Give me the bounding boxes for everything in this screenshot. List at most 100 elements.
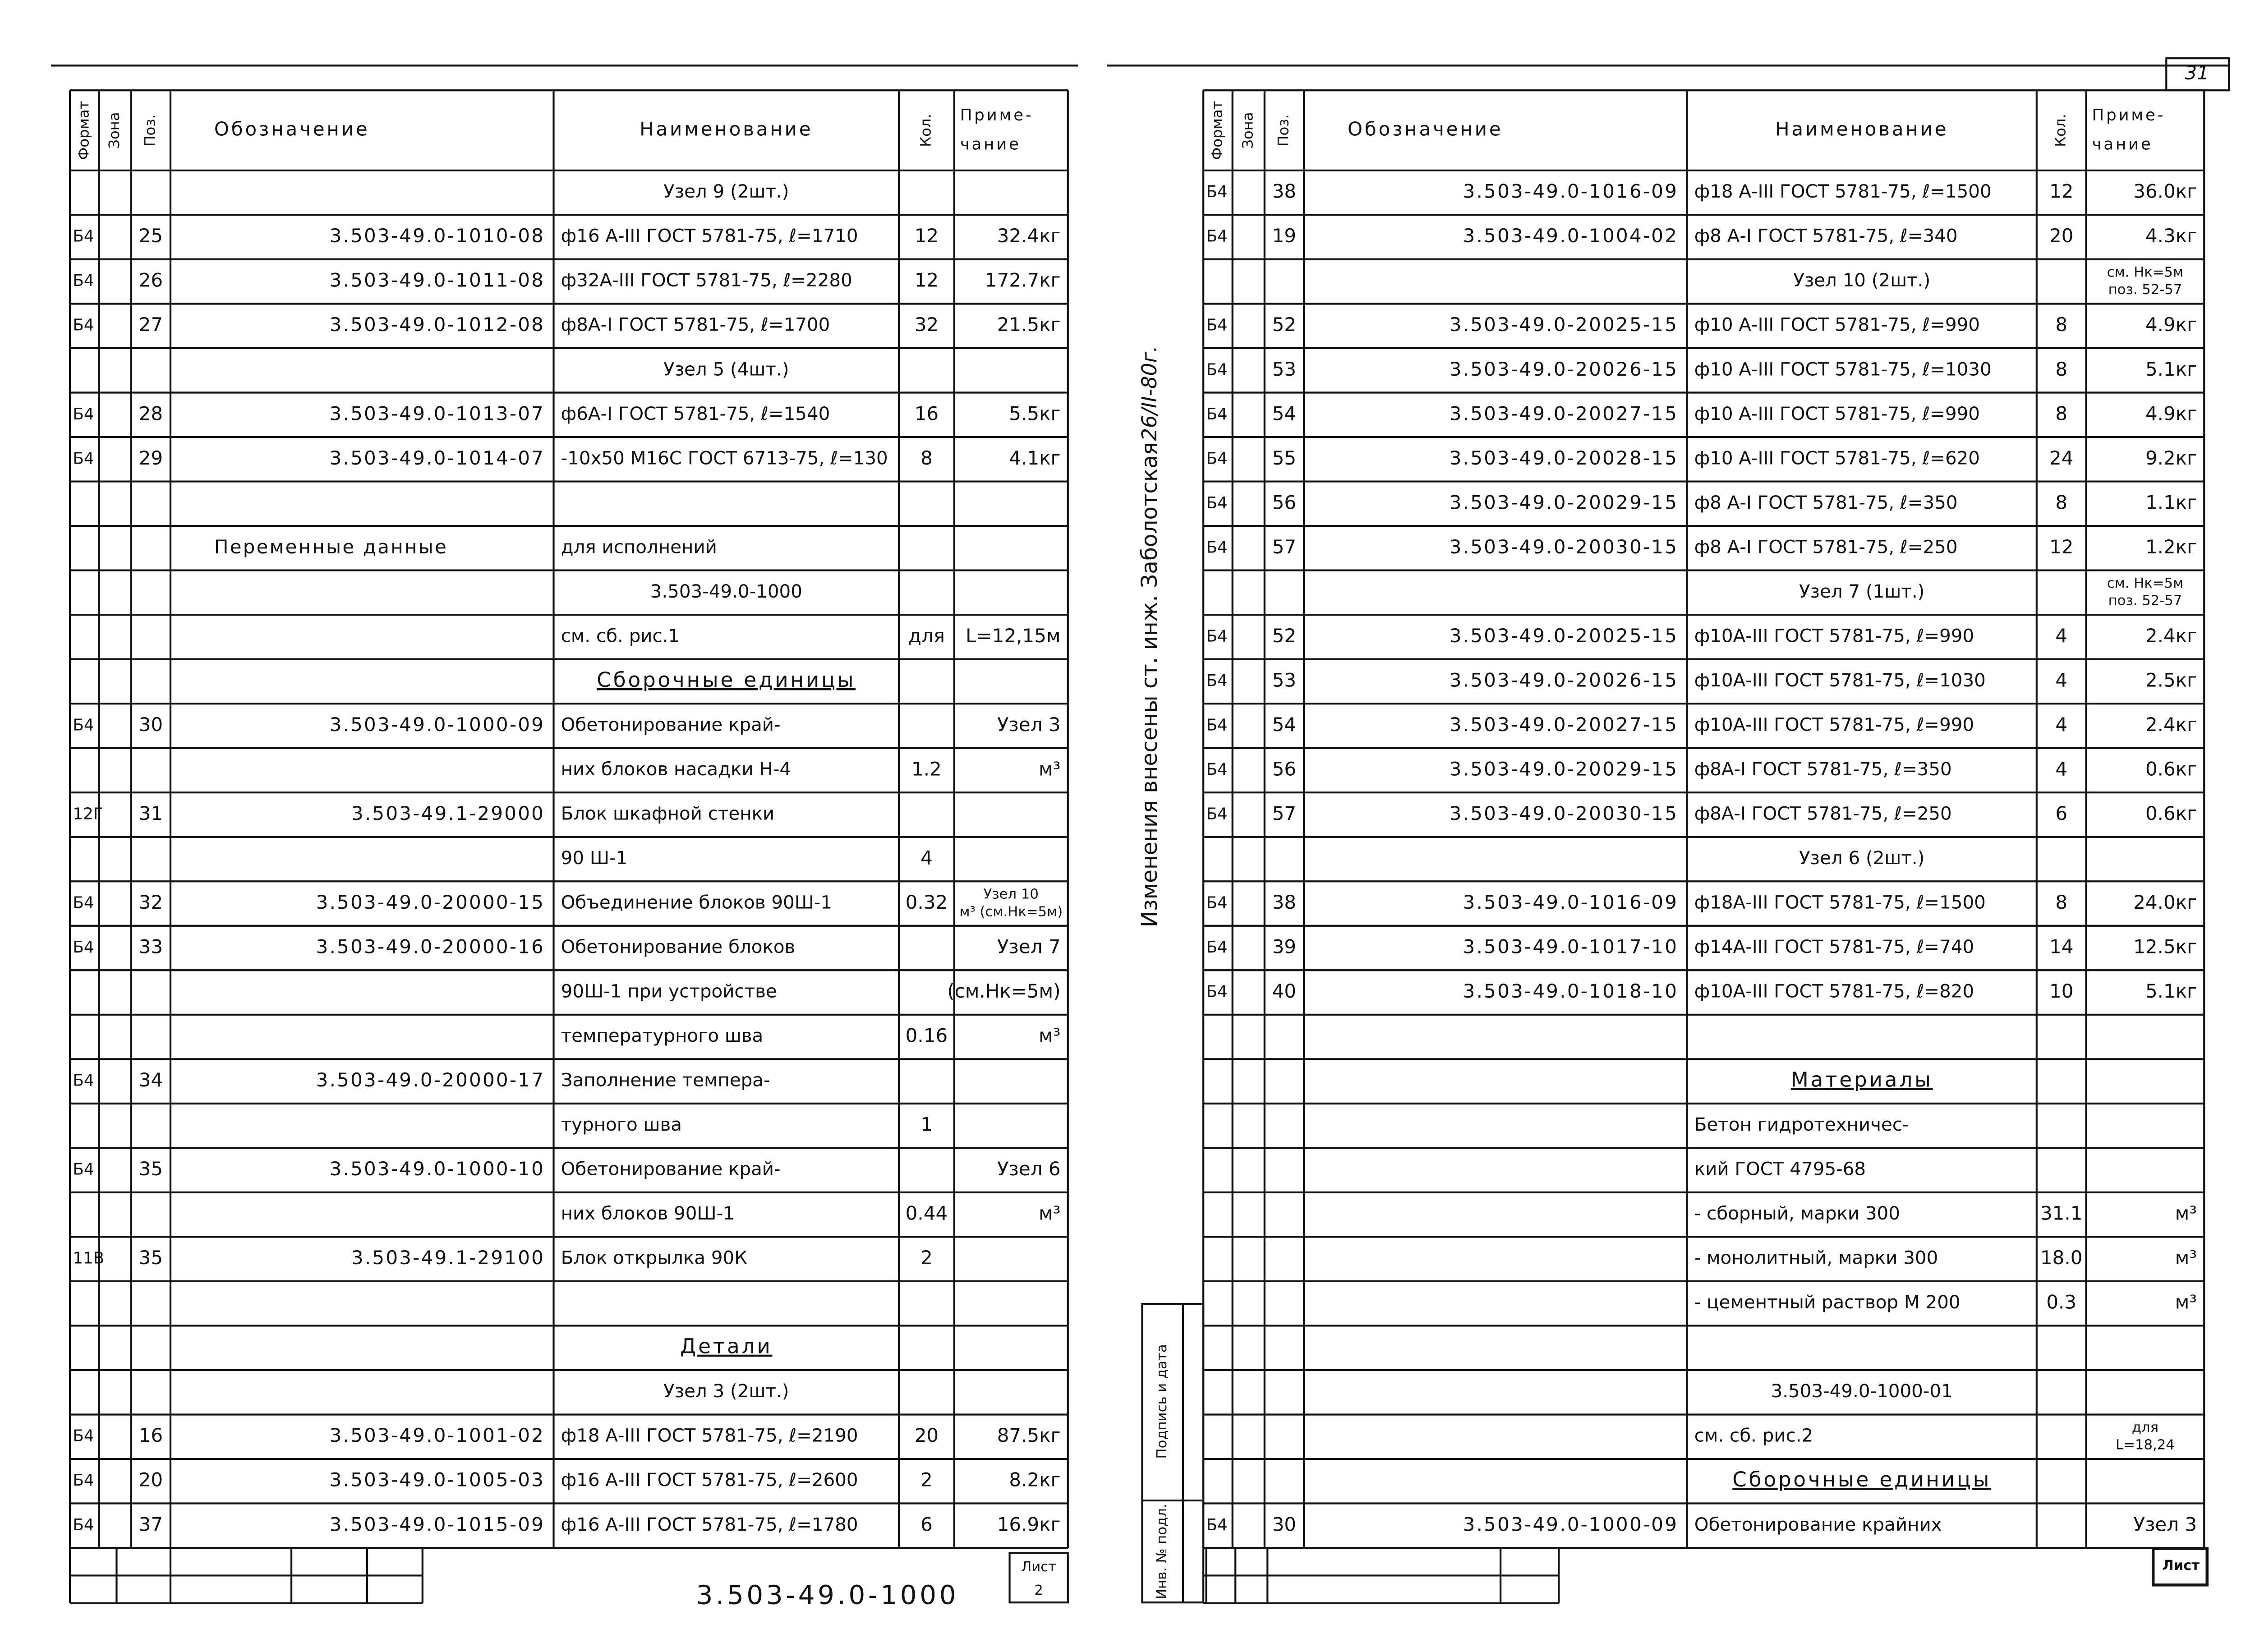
cell-text: 3.503-49.0-20027-15 — [1450, 402, 1678, 424]
cell-text: Сборочные единицы — [1732, 1468, 1991, 1491]
cell-text: Б4 — [1206, 1516, 1228, 1534]
sheet-label: Лист — [1021, 1559, 1056, 1575]
cell-text: ф10 А-III ГОСТ 5781-75, ℓ=990 — [1694, 403, 1980, 424]
cell-text: 3.503-49.0-1000-09 — [330, 713, 545, 736]
cell-text: Б4 — [73, 894, 94, 912]
cell-text: 12 — [2049, 536, 2073, 558]
header-label: чание — [2092, 135, 2153, 153]
cell-text: Сборочные единицы — [597, 668, 856, 692]
cell-text: см. Нк=5м — [2107, 575, 2183, 591]
cell-text: 20 — [915, 1424, 939, 1446]
cell-text: 5.1кг — [2145, 358, 2197, 380]
cell-text: 8 — [2055, 402, 2067, 424]
cell-text: 39 — [1272, 936, 1296, 958]
cell-text: 3.503-49.0-1016-09 — [1463, 891, 1679, 913]
cell-text: 3.503-49.0-1017-10 — [1463, 936, 1679, 958]
cell-text: Б4 — [73, 716, 94, 734]
cell-text: Узел 6 (2шт.) — [1799, 847, 1924, 869]
cell-text: 36.0кг — [2133, 180, 2197, 202]
cell-text: 0.44 — [906, 1202, 948, 1224]
cell-text: Б4 — [1206, 983, 1228, 1001]
cell-text: 4 — [2055, 758, 2067, 780]
cell-text: 4 — [2055, 625, 2067, 647]
cell-text: Б4 — [73, 1427, 94, 1445]
cell-text: 87.5кг — [997, 1424, 1061, 1446]
cell-text: м³ — [1039, 758, 1061, 780]
cell-text: ф8А-I ГОСТ 5781-75, ℓ=350 — [1694, 759, 1952, 780]
cell-text: 19 — [1272, 225, 1296, 247]
cell-text: Узел 3 — [2133, 1513, 2197, 1535]
cell-text: Узел 10 (2шт.) — [1793, 270, 1930, 291]
cell-text: 4.1кг — [1009, 447, 1060, 469]
cell-text: Б4 — [73, 227, 94, 246]
page-number: 31 — [2185, 62, 2209, 84]
cell-text: 2.5кг — [2145, 669, 2197, 691]
cell-text: - цементный раствор М 200 — [1694, 1292, 1960, 1313]
cell-text: Б4 — [1206, 894, 1228, 912]
header-label: Кол. — [917, 114, 934, 147]
cell-text: 8 — [2055, 313, 2067, 336]
header-label: Обозначение — [214, 118, 370, 140]
cell-text: для исполнений — [561, 536, 717, 557]
header-label: Кол. — [2052, 114, 2069, 147]
cell-text: 12.5кг — [2133, 936, 2197, 958]
cell-text: 24 — [2049, 447, 2073, 469]
cell-text: м³ — [2175, 1202, 2197, 1224]
cell-text: 1.1кг — [2145, 491, 2197, 513]
cell-text: 1 — [920, 1114, 933, 1136]
cell-text: 3.503-49.0-20000-16 — [316, 936, 545, 958]
cell-text: 53 — [1272, 669, 1296, 691]
cell-text: 4.3кг — [2145, 225, 2197, 247]
cell-text: 1.2кг — [2145, 536, 2197, 558]
cell-text: 6 — [2055, 802, 2067, 824]
header-label: Наименование — [640, 118, 813, 140]
cell-text: ф32А-III ГОСТ 5781-75, ℓ=2280 — [561, 270, 852, 291]
cell-text: 38 — [1272, 891, 1296, 913]
header-label: Поз. — [1275, 114, 1292, 147]
cell-text: Обетонирование блоков — [561, 936, 796, 957]
cell-text: 3.503-49.0-1014-07 — [330, 447, 545, 469]
cell-text: 33 — [139, 936, 163, 958]
cell-text: кий ГОСТ 4795-68 — [1694, 1159, 1866, 1180]
cell-text: температурного шва — [561, 1025, 764, 1046]
cell-text: - сборный, марки 300 — [1694, 1203, 1900, 1224]
cell-text: см. сб. рис.1 — [561, 625, 680, 646]
cell-text: 53 — [1272, 358, 1296, 380]
cell-text: 18.0 — [2040, 1247, 2082, 1269]
cell-text: м³ — [1039, 1202, 1061, 1224]
cell-text: - монолитный, марки 300 — [1694, 1247, 1938, 1269]
cell-text: м³ — [2175, 1247, 2197, 1269]
cell-text: 24.0кг — [2133, 891, 2197, 913]
cell-text: 26 — [139, 269, 163, 291]
cell-text: поз. 52-57 — [2108, 282, 2182, 298]
cell-text: 57 — [1272, 802, 1296, 824]
cell-text: Б4 — [1206, 805, 1228, 823]
sheet-box — [1008, 1552, 1069, 1604]
cell-text: 9.2кг — [2145, 447, 2197, 469]
cell-text: 55 — [1272, 447, 1296, 469]
cell-text: 8 — [920, 447, 933, 469]
cell-text: м³ — [2175, 1291, 2197, 1313]
cell-text: 14 — [2049, 936, 2073, 958]
cell-text: 3.503-49.0-20029-15 — [1450, 758, 1678, 780]
cell-text: 3.503-49.0-1001-02 — [330, 1424, 545, 1446]
cell-text: 32.4кг — [997, 225, 1061, 247]
cell-text: 0.3 — [2046, 1291, 2076, 1313]
stamp-designation: 3.503-49.0-1000 — [696, 1579, 959, 1610]
cell-text: Б4 — [73, 1160, 94, 1179]
header-label: Формат — [75, 101, 92, 160]
cell-text: Переменные данные — [214, 536, 448, 558]
cell-text: 54 — [1272, 402, 1296, 424]
cell-text: 32 — [139, 891, 163, 913]
cell-text: 3.503-49.1-29100 — [351, 1247, 545, 1269]
cell-text: 3.503-49.0-1000-09 — [1463, 1513, 1679, 1535]
cell-text: 56 — [1272, 758, 1296, 780]
cell-text: Б4 — [73, 405, 94, 423]
cell-text: Заполнение темпера- — [561, 1070, 770, 1091]
cell-text: 3.503-49.0-20026-15 — [1450, 358, 1678, 380]
cell-text: ф16 А-III ГОСТ 5781-75, ℓ=1710 — [561, 225, 858, 247]
cell-text: Материалы — [1791, 1068, 1933, 1092]
cell-text: Б4 — [1206, 538, 1228, 557]
cell-text: 3.503-49.0-20030-15 — [1450, 536, 1678, 558]
cell-text: Узел 3 — [997, 713, 1061, 736]
